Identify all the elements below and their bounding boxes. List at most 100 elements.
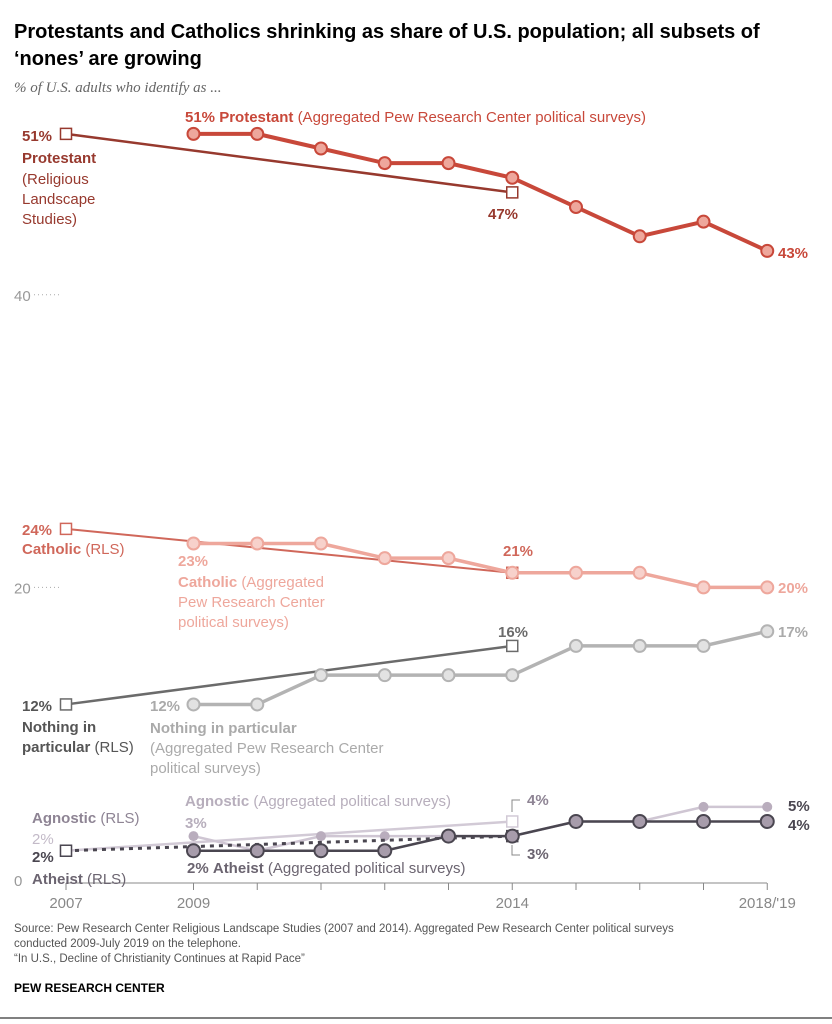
brand-logo-text: PEW RESEARCH CENTER xyxy=(14,981,165,995)
label-cath-agg-val: 23% xyxy=(178,553,208,570)
label-agn-rls-val: 2% xyxy=(32,831,54,848)
data-point-cath_agg xyxy=(696,580,711,595)
data-point-prot_agg xyxy=(760,243,775,258)
data-point-prot_agg xyxy=(632,229,647,244)
x-tick-label: 2007 xyxy=(49,895,82,912)
chart-subtitle: % of U.S. adults who identify as ... xyxy=(14,80,222,96)
y-axis: 0 20 40 xyxy=(14,288,62,890)
data-point-ath_rls xyxy=(59,844,73,857)
label-agn-agg-end: 5% xyxy=(788,798,810,815)
label-cath-agg-end: 20% xyxy=(778,580,808,597)
label-cath-agg-src3: political surveys) xyxy=(178,614,289,631)
series-line-prot_rls xyxy=(65,132,513,194)
annotations: 51% Protestant (Aggregated Pew Research … xyxy=(22,109,810,888)
series-line-nip_agg xyxy=(193,629,768,707)
data-point-cath_agg xyxy=(377,551,392,566)
data-point-nip_rls xyxy=(506,639,519,653)
x-tick-label: 2014 xyxy=(496,895,529,912)
svg-text:51%: 51% xyxy=(22,128,52,145)
x-tick-label: 2009 xyxy=(177,895,210,912)
data-point-agn_agg xyxy=(698,801,709,812)
label-cath-rls-val: 24% xyxy=(22,522,52,539)
label-nip-agg-src1: (Aggregated Pew Research Center xyxy=(150,740,383,757)
label-ath-rls: Atheist (RLS) xyxy=(32,871,126,888)
data-point-cath_rls xyxy=(59,522,73,536)
data-point-nip_agg xyxy=(250,697,265,712)
data-point-ath_agg xyxy=(377,843,393,859)
bracket-lines xyxy=(511,799,520,856)
data-point-ath_agg xyxy=(632,813,648,829)
data-point-cath_agg xyxy=(250,536,265,551)
label-ath-agg: 2% Atheist (Aggregated political surveys… xyxy=(187,860,465,877)
footer: Source: Pew Research Center Religious La… xyxy=(14,923,674,995)
data-point-prot_agg xyxy=(250,126,265,141)
data-point-prot_agg xyxy=(696,214,711,229)
label-cath-rls-end: 21% xyxy=(503,543,533,560)
data-point-ath_agg xyxy=(186,843,201,859)
svg-text:Protestant: Protestant xyxy=(22,150,96,167)
label-prot-rls: 51% Protestant (Religious Landscape Stud… xyxy=(22,128,96,228)
data-point-nip_agg xyxy=(505,668,520,683)
data-point-nip_agg xyxy=(569,638,583,653)
data-point-cath_agg xyxy=(505,565,520,580)
data-point-nip_agg xyxy=(696,638,711,653)
data-point-prot_agg xyxy=(505,170,520,185)
series-line-agn_rls xyxy=(65,820,513,852)
data-point-nip_agg xyxy=(377,668,392,683)
data-point-agn_agg xyxy=(188,831,199,842)
data-point-cath_agg xyxy=(314,536,328,551)
label-cath-agg: Catholic (Aggregated xyxy=(178,574,324,591)
svg-text:(Religious: (Religious xyxy=(22,171,89,188)
label-nip-rls-val: 12% xyxy=(22,698,52,715)
data-point-cath_agg xyxy=(632,565,647,580)
label-prot-agg: 51% Protestant (Aggregated Pew Research … xyxy=(185,109,646,126)
y-tick-label: 40 xyxy=(14,288,31,305)
label-cath-rls: Catholic (RLS) xyxy=(22,541,125,558)
data-point-ath_agg xyxy=(313,843,329,859)
label-agn-agg: Agnostic (Aggregated political surveys) xyxy=(185,793,451,810)
label-cath-agg-src2: Pew Research Center xyxy=(178,594,325,611)
label-ath-rls-val: 2% xyxy=(32,849,54,866)
chart-title-line2: ‘nones’ are growing xyxy=(14,48,202,70)
label-ath-rls-end: 3% xyxy=(527,846,549,863)
label-agn-rls-end: 4% xyxy=(527,792,549,809)
data-point-ath_agg xyxy=(696,813,711,829)
source-line1: Source: Pew Research Center Religious La… xyxy=(14,923,674,935)
data-point-ath_agg xyxy=(249,843,265,859)
data-point-ath_agg xyxy=(504,828,520,844)
data-point-prot_rls xyxy=(506,186,519,199)
data-point-nip_agg xyxy=(441,668,456,683)
data-point-ath_agg xyxy=(759,813,775,829)
label-nip-agg-val: 12% xyxy=(150,698,180,715)
label-nip-agg-name: Nothing in particular xyxy=(150,720,297,737)
data-point-nip_agg xyxy=(314,668,328,683)
series-line-agn_agg xyxy=(193,805,768,852)
source-line2: conducted 2009-July 2019 on the telephon… xyxy=(14,938,241,950)
label-ath-agg-end: 4% xyxy=(788,817,810,834)
data-point-agn_agg xyxy=(379,831,390,842)
data-point-nip_agg xyxy=(186,697,201,712)
y-tick-label: 0 xyxy=(14,873,22,890)
data-point-prot_agg xyxy=(441,156,456,171)
data-point-nip_rls xyxy=(59,698,73,711)
series-line-nip_rls xyxy=(65,644,513,706)
label-nip-rls-end: 16% xyxy=(498,624,528,641)
label-nip-rls: particular (RLS) xyxy=(22,739,134,756)
x-axis: 2007 2009 2014 2018/'19 xyxy=(49,882,796,912)
data-point-cath_agg xyxy=(441,551,456,566)
series-line-ath_agg xyxy=(193,820,768,852)
label-nip-agg-src2: political surveys) xyxy=(150,760,261,777)
data-point-nip_agg xyxy=(760,624,775,639)
data-point-cath_agg xyxy=(569,565,583,580)
data-point-prot_agg xyxy=(569,200,583,215)
series-line-cath_agg xyxy=(193,541,768,590)
data-point-agn_agg xyxy=(316,831,326,842)
data-point-cath_agg xyxy=(186,536,201,551)
data-point-ath_agg xyxy=(441,828,456,844)
y-tick-label: 20 xyxy=(14,580,31,597)
series-line-prot_agg xyxy=(193,131,769,253)
data-point-nip_agg xyxy=(632,638,647,653)
label-nip-agg-end: 17% xyxy=(778,624,808,641)
source-note: “In U.S., Decline of Christianity Contin… xyxy=(14,953,305,965)
